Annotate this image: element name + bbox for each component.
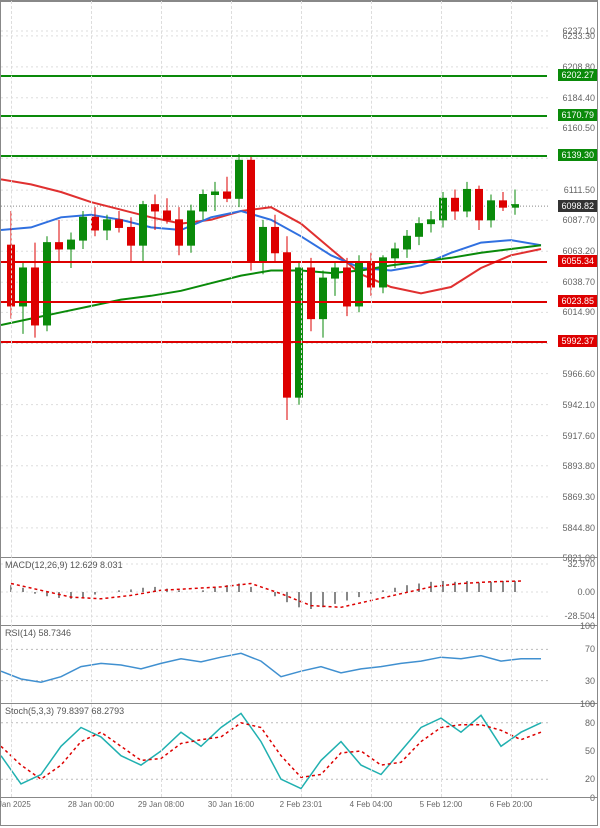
stoch-yaxis: 1008050200 xyxy=(547,704,597,797)
macd-ytick: 32.970 xyxy=(567,559,595,569)
time-axis-label: 4 Jan 2025 xyxy=(0,800,31,809)
rsi-yaxis: 10070300 xyxy=(547,626,597,703)
stoch-ytick: 50 xyxy=(585,746,595,756)
time-axis-label: 2 Feb 23:01 xyxy=(280,800,323,809)
stoch-svg xyxy=(1,704,549,798)
price-ytick: 6111.50 xyxy=(564,185,595,195)
price-ytick: 6233.30 xyxy=(562,31,595,41)
stoch-label: Stoch(5,3,3) 79.8397 68.2793 xyxy=(5,706,124,716)
rsi-ytick: 70 xyxy=(585,644,595,654)
time-axis-label: 30 Jan 16:00 xyxy=(208,800,254,809)
current-price-tag: 6098.82 xyxy=(558,200,597,212)
macd-ytick: -28.504 xyxy=(564,611,595,621)
price-level-tag: 6139.30 xyxy=(558,149,597,161)
price-level-tag: 6023.85 xyxy=(558,295,597,307)
price-chart-svg xyxy=(1,2,549,558)
price-ytick: 5942.10 xyxy=(562,400,595,410)
price-level-tag: 6170.79 xyxy=(558,109,597,121)
stoch-ytick: 80 xyxy=(585,718,595,728)
macd-label: MACD(12,26,9) 12.629 8.031 xyxy=(5,560,123,570)
price-yaxis: 6237.106233.306208.806184.406160.506136.… xyxy=(547,2,597,557)
price-level-tag: 6055.34 xyxy=(558,255,597,267)
time-axis-label: 29 Jan 08:00 xyxy=(138,800,184,809)
price-ytick: 5966.60 xyxy=(562,369,595,379)
price-ytick: 5893.80 xyxy=(562,461,595,471)
price-ytick: 5844.80 xyxy=(562,523,595,533)
price-ytick: 5869.30 xyxy=(562,492,595,502)
price-level-tag: 5992.37 xyxy=(558,335,597,347)
stoch-ytick: 100 xyxy=(580,699,595,709)
time-axis-label: 4 Feb 04:00 xyxy=(350,800,393,809)
time-axis-label: 6 Feb 20:00 xyxy=(490,800,533,809)
price-level-tag: 6202.27 xyxy=(558,69,597,81)
time-axis-label: 5 Feb 12:00 xyxy=(420,800,463,809)
rsi-ytick: 30 xyxy=(585,676,595,686)
price-ytick: 6087.70 xyxy=(562,215,595,225)
rsi-svg xyxy=(1,626,549,704)
price-ytick: 6160.50 xyxy=(562,123,595,133)
macd-yaxis: 32.970 0.00 -28.504 xyxy=(547,558,597,625)
rsi-label: RSI(14) 58.7346 xyxy=(5,628,71,638)
price-ytick: 6014.90 xyxy=(562,307,595,317)
chart-container: 6237.106233.306208.806184.406160.506136.… xyxy=(0,0,598,826)
macd-ytick: 0.00 xyxy=(577,587,595,597)
time-axis-label: 28 Jan 00:00 xyxy=(68,800,114,809)
price-ytick: 6184.40 xyxy=(562,93,595,103)
stoch-ytick: 20 xyxy=(585,774,595,784)
price-ytick: 5917.60 xyxy=(562,431,595,441)
rsi-ytick: 100 xyxy=(580,621,595,631)
price-ytick: 6038.70 xyxy=(562,277,595,287)
time-axis: 4 Jan 2025 28 Jan 00:00 29 Jan 08:00 30 Jan… xyxy=(1,797,597,827)
